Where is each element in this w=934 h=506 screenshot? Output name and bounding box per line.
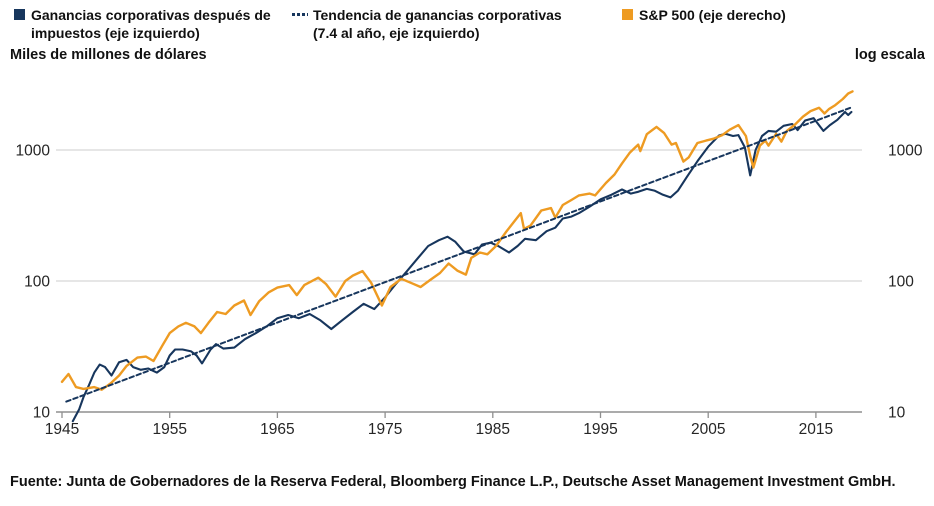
left-axis-caption: Miles de millones de dólares xyxy=(10,47,207,63)
x-axis-label-2005: 2005 xyxy=(691,421,725,438)
y-axis-left-label-10: 10 xyxy=(33,405,51,422)
y-axis-left-label-100: 100 xyxy=(24,274,50,291)
legend-item-profits: Ganancias corporativas después de impues… xyxy=(14,6,287,42)
x-axis-label-1995: 1995 xyxy=(583,421,617,438)
trend-legend-label: Tendencia de ganancias corporativas (7.4… xyxy=(313,7,562,41)
x-axis-label-1945: 1945 xyxy=(45,421,79,438)
trend-dashed-line-icon xyxy=(292,13,308,16)
source-footnote: Fuente: Junta de Gobernadores de la Rese… xyxy=(10,474,896,490)
right-axis-caption: log escala xyxy=(854,47,925,63)
profits-legend-swatch-icon xyxy=(14,9,25,20)
y-axis-right-label-10: 10 xyxy=(888,405,906,422)
sp500-line xyxy=(60,90,854,391)
x-axis-label-2015: 2015 xyxy=(799,421,833,438)
x-axis-label-1965: 1965 xyxy=(260,421,294,438)
trend-line xyxy=(65,106,854,403)
y-axis-right-label-100: 100 xyxy=(888,274,914,291)
y-axis-right-label-1000: 1000 xyxy=(888,143,923,160)
sp500-legend-label: S&P 500 (eje derecho) xyxy=(639,7,786,23)
y-axis-left-label-1000: 1000 xyxy=(16,143,51,160)
legend-item-sp500: S&P 500 (eje derecho) xyxy=(622,6,786,24)
x-axis-label-1985: 1985 xyxy=(476,421,510,438)
profits-legend-label: Ganancias corporativas después de impues… xyxy=(31,7,271,41)
profits-line xyxy=(71,110,853,423)
x-axis-label-1975: 1975 xyxy=(368,421,402,438)
x-axis-label-1955: 1955 xyxy=(152,421,186,438)
sp500-legend-swatch-icon xyxy=(622,9,633,20)
legend-item-trend: Tendencia de ganancias corporativas (7.4… xyxy=(292,6,583,42)
